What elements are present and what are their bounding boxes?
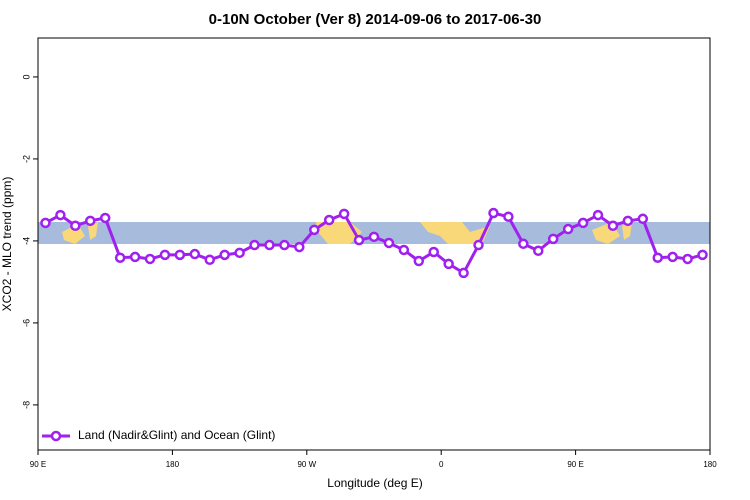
- x-tick-label: 90 E: [30, 460, 46, 469]
- point: [249, 239, 260, 251]
- point: [697, 249, 708, 261]
- x-tick-label: 0: [439, 460, 444, 469]
- x-tick-label: 180: [166, 460, 180, 469]
- point: [443, 258, 454, 270]
- point: [323, 214, 335, 226]
- point: [518, 238, 529, 250]
- y-tick-label: -4: [21, 237, 31, 245]
- point: [577, 217, 589, 229]
- point: [398, 244, 410, 256]
- point: [592, 209, 604, 221]
- point: [144, 253, 156, 265]
- y-tick-label: -8: [21, 401, 31, 409]
- point: [40, 217, 51, 229]
- point: [622, 215, 634, 227]
- point: [159, 249, 171, 261]
- point: [488, 207, 499, 219]
- point: [353, 234, 365, 246]
- point: [264, 239, 275, 251]
- point: [219, 249, 230, 261]
- point: [383, 237, 395, 249]
- point: [99, 212, 111, 224]
- point: [458, 267, 469, 279]
- y-tick-label: 0: [21, 74, 31, 79]
- x-tick-label: 180: [703, 460, 717, 469]
- point: [204, 254, 215, 266]
- point: [607, 220, 619, 232]
- point: [338, 208, 350, 220]
- point: [70, 220, 81, 232]
- land: [592, 222, 632, 244]
- legend-marker: [50, 430, 62, 442]
- point: [279, 239, 290, 251]
- point: [309, 224, 320, 236]
- point: [473, 239, 484, 251]
- point: [562, 223, 574, 235]
- point: [547, 233, 559, 245]
- point: [129, 251, 141, 263]
- point: [428, 246, 439, 258]
- point: [294, 241, 305, 253]
- point: [174, 249, 186, 261]
- x-tick-label: 90 E: [567, 460, 583, 469]
- point: [189, 248, 201, 260]
- point: [368, 231, 380, 243]
- point: [682, 253, 693, 265]
- point: [413, 255, 425, 267]
- point: [503, 211, 514, 222]
- chart-title: 0-10N October (Ver 8) 2014-09-06 to 2017…: [209, 11, 542, 28]
- point: [55, 209, 66, 221]
- y-axis-label: XCO2 - MLO trend (ppm): [0, 177, 14, 312]
- y-tick-label: -6: [21, 319, 31, 327]
- point: [234, 247, 245, 259]
- point: [533, 245, 544, 257]
- point: [85, 215, 96, 227]
- point: [114, 252, 126, 263]
- point: [652, 252, 663, 263]
- x-axis-label: Longitude (deg E): [327, 476, 422, 490]
- point: [667, 251, 678, 263]
- plot-frame: [37, 37, 711, 451]
- x-tick-label: 90 W: [297, 460, 316, 469]
- land: [420, 222, 490, 244]
- legend-label: Land (Nadir&Glint) and Ocean (Glint): [78, 428, 275, 442]
- point: [637, 213, 649, 225]
- y-tick-label: -2: [21, 155, 31, 163]
